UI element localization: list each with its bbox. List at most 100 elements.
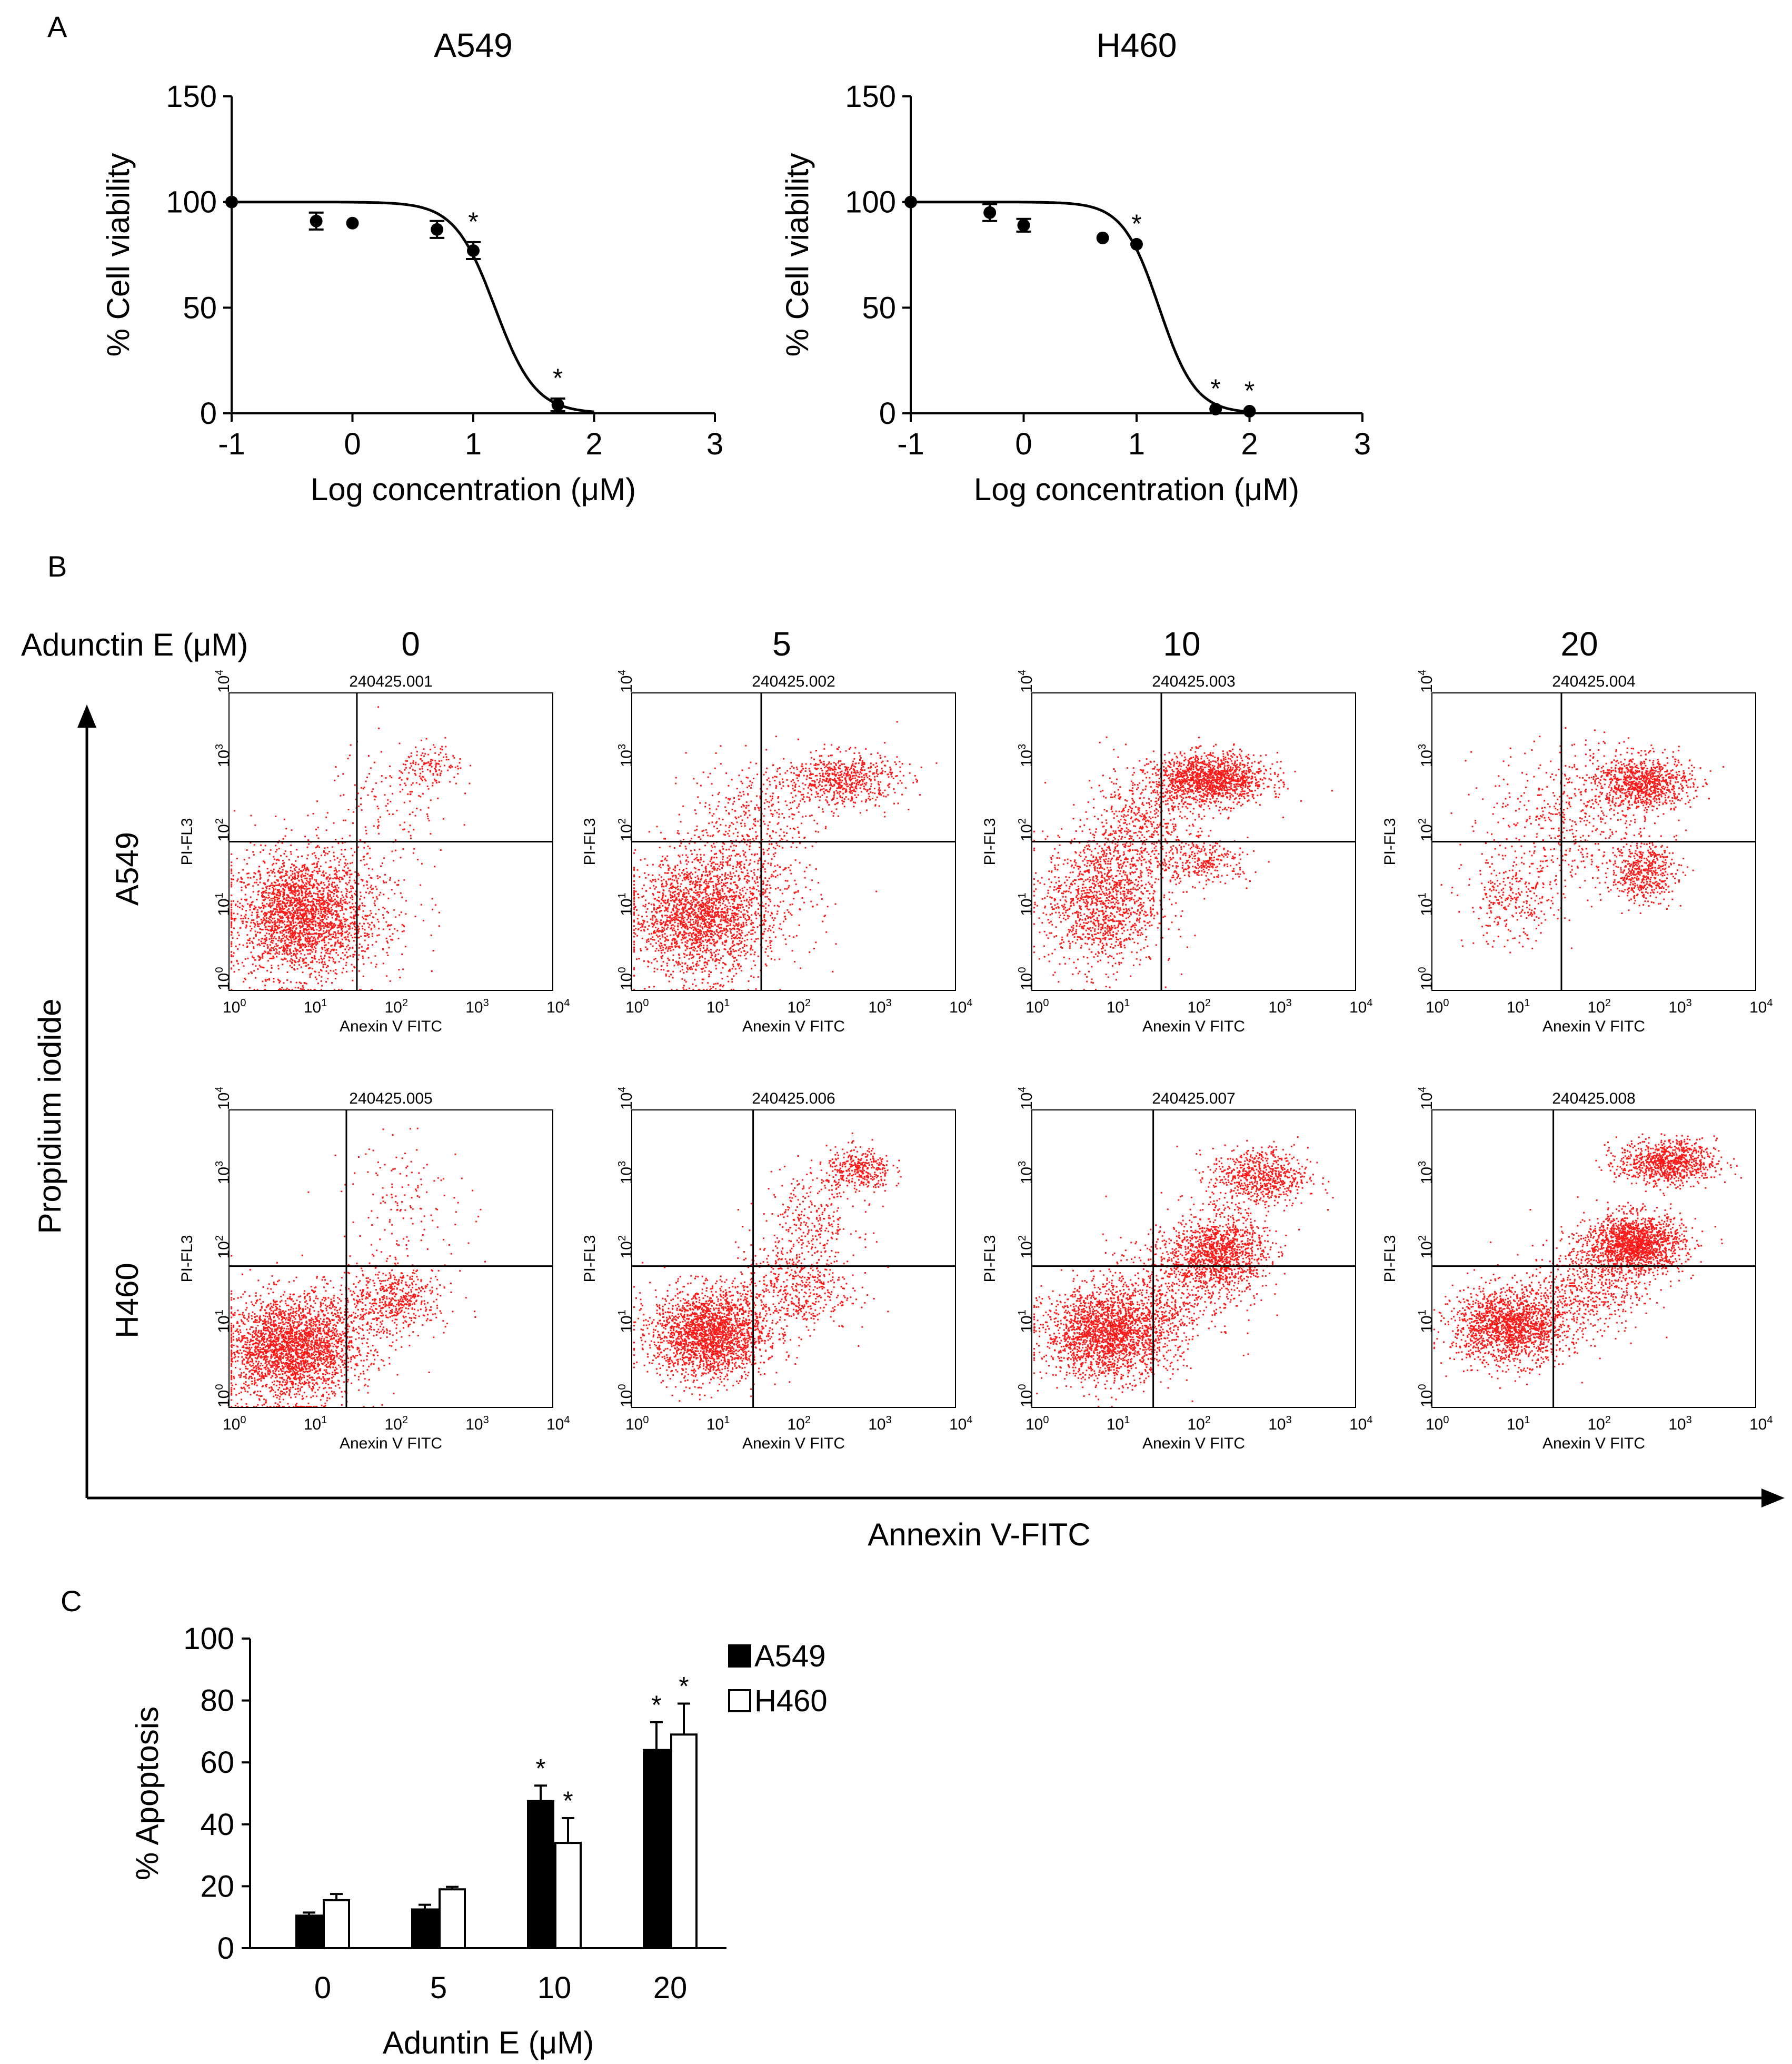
cell-line-row-label: H460 — [109, 1263, 145, 1338]
tick-base: 10 — [788, 1416, 805, 1433]
tick-exponent: 1 — [1524, 1414, 1530, 1426]
plot-x-label: Anexin V FITC — [340, 1435, 442, 1452]
tick-exponent: 4 — [967, 1414, 972, 1426]
tick-base: 10 — [1018, 1390, 1036, 1407]
bar-h460 — [323, 1899, 350, 1950]
y-tick-label: 102 — [1017, 1235, 1036, 1259]
tick-exponent: 0 — [1043, 997, 1049, 1009]
tick-base: 10 — [215, 973, 233, 990]
data-point — [1243, 404, 1256, 418]
sample-id: 240425.006 — [752, 1090, 835, 1107]
plot-x-label: Anexin V FITC — [1142, 1435, 1245, 1452]
y-tick-label: 60 — [200, 1745, 234, 1780]
flow-plot: 240425.008100100101101102102103103104104… — [1381, 1087, 1773, 1453]
tick-exponent: 1 — [214, 892, 225, 898]
cell-events — [1433, 1133, 1742, 1389]
y-tick-label: 103 — [1017, 1161, 1036, 1185]
tick-base: 10 — [1507, 999, 1524, 1016]
tick-exponent: 3 — [616, 1161, 628, 1167]
x-tick-label: 101 — [1507, 1414, 1530, 1433]
y-tick-label: 0 — [879, 396, 896, 431]
x-tick-label: 101 — [1107, 1414, 1130, 1433]
y-tick-label: 100 — [1017, 1384, 1036, 1408]
tick-base: 10 — [1018, 973, 1036, 990]
y-tick-label: 100 — [616, 967, 635, 991]
tick-base: 10 — [1349, 1416, 1367, 1433]
significance-marker: * — [468, 207, 478, 236]
y-tick-label: 100 — [1017, 967, 1036, 991]
x-tick-label: 2 — [585, 427, 602, 461]
tick-base: 10 — [1107, 999, 1124, 1016]
tick-base: 10 — [1749, 1416, 1767, 1433]
tick-base: 10 — [618, 1315, 635, 1333]
y-tick-label: 103 — [616, 744, 635, 768]
x-tick-label: 100 — [223, 1414, 246, 1433]
tick-exponent: 4 — [1767, 1414, 1773, 1426]
x-tick-label: 100 — [1026, 997, 1049, 1016]
y-tick-label: 100 — [183, 1622, 234, 1656]
plot-y-label: PI-FL3 — [981, 818, 999, 865]
plot-x-label: Anexin V FITC — [1542, 1018, 1645, 1035]
tick-base: 10 — [385, 999, 402, 1016]
bar-h460 — [439, 1888, 466, 1950]
data-point — [467, 244, 480, 257]
tick-base: 10 — [304, 999, 321, 1016]
x-tick-label: 104 — [546, 1414, 570, 1433]
x-tick-label: 104 — [1349, 1414, 1373, 1433]
chart-title: H460 — [1097, 26, 1177, 64]
plot-frame — [631, 1109, 956, 1408]
sample-id: 240425.004 — [1552, 673, 1636, 690]
y-axis-label: % Cell viability — [101, 153, 136, 357]
concentration-header: 0 — [401, 625, 420, 663]
tick-base: 10 — [1018, 676, 1036, 693]
y-tick-label: 104 — [616, 670, 635, 693]
y-tick-label: 102 — [616, 818, 635, 842]
tick-exponent: 2 — [1417, 1235, 1428, 1241]
tick-exponent: 2 — [1205, 1414, 1211, 1426]
plot-x-label: Anexin V FITC — [1542, 1435, 1645, 1452]
tick-exponent: 0 — [616, 1384, 628, 1390]
fit-curve — [232, 201, 594, 413]
flow-plot: 240425.006100100101101102102103103104104… — [581, 1087, 973, 1453]
tick-exponent: 0 — [240, 1414, 246, 1426]
tick-base: 10 — [618, 1241, 635, 1258]
tick-exponent: 4 — [1017, 1087, 1028, 1093]
tick-exponent: 3 — [1286, 1414, 1292, 1426]
plot-y-label: PI-FL3 — [1381, 818, 1399, 865]
tick-base: 10 — [215, 1241, 233, 1258]
significance-marker: * — [651, 1690, 661, 1720]
tick-exponent: 3 — [1017, 1161, 1028, 1167]
x-tick-label: 2 — [1241, 427, 1258, 461]
tick-exponent: 4 — [1017, 670, 1028, 676]
x-tick-label: 103 — [1668, 997, 1692, 1016]
y-tick-label: 50 — [862, 291, 896, 325]
sample-id: 240425.003 — [1152, 673, 1236, 690]
x-tick-label: 0 — [344, 427, 361, 461]
y-tick-label: 104 — [214, 670, 233, 693]
tick-exponent: 4 — [1367, 997, 1372, 1009]
tick-exponent: 1 — [616, 892, 628, 898]
sample-id: 240425.002 — [752, 673, 835, 690]
tick-base: 10 — [868, 999, 885, 1016]
y-tick-label: 104 — [1417, 1087, 1436, 1110]
sample-id: 240425.007 — [1152, 1090, 1236, 1107]
plot-x-label: Anexin V FITC — [1142, 1018, 1245, 1035]
tick-base: 10 — [1018, 750, 1036, 767]
significance-marker: * — [1131, 209, 1141, 239]
x-tick-label: 1 — [465, 427, 482, 461]
y-tick-label: 101 — [1417, 892, 1436, 916]
y-tick-label: 101 — [1017, 1309, 1036, 1333]
significance-marker: * — [563, 1786, 573, 1815]
propidium-iodide-label: Propidium iodide — [32, 999, 67, 1234]
y-tick-label: 102 — [214, 818, 233, 842]
data-point — [983, 206, 997, 219]
tick-base: 10 — [1418, 1093, 1436, 1110]
tick-exponent: 0 — [1443, 1414, 1449, 1426]
sample-id: 240425.008 — [1552, 1090, 1636, 1107]
x-tick-label: 100 — [1426, 1414, 1449, 1433]
tick-base: 10 — [949, 1416, 967, 1433]
y-tick-label: 104 — [1017, 1087, 1036, 1110]
y-tick-label: 104 — [214, 1087, 233, 1110]
x-tick-label: 104 — [1349, 997, 1373, 1016]
